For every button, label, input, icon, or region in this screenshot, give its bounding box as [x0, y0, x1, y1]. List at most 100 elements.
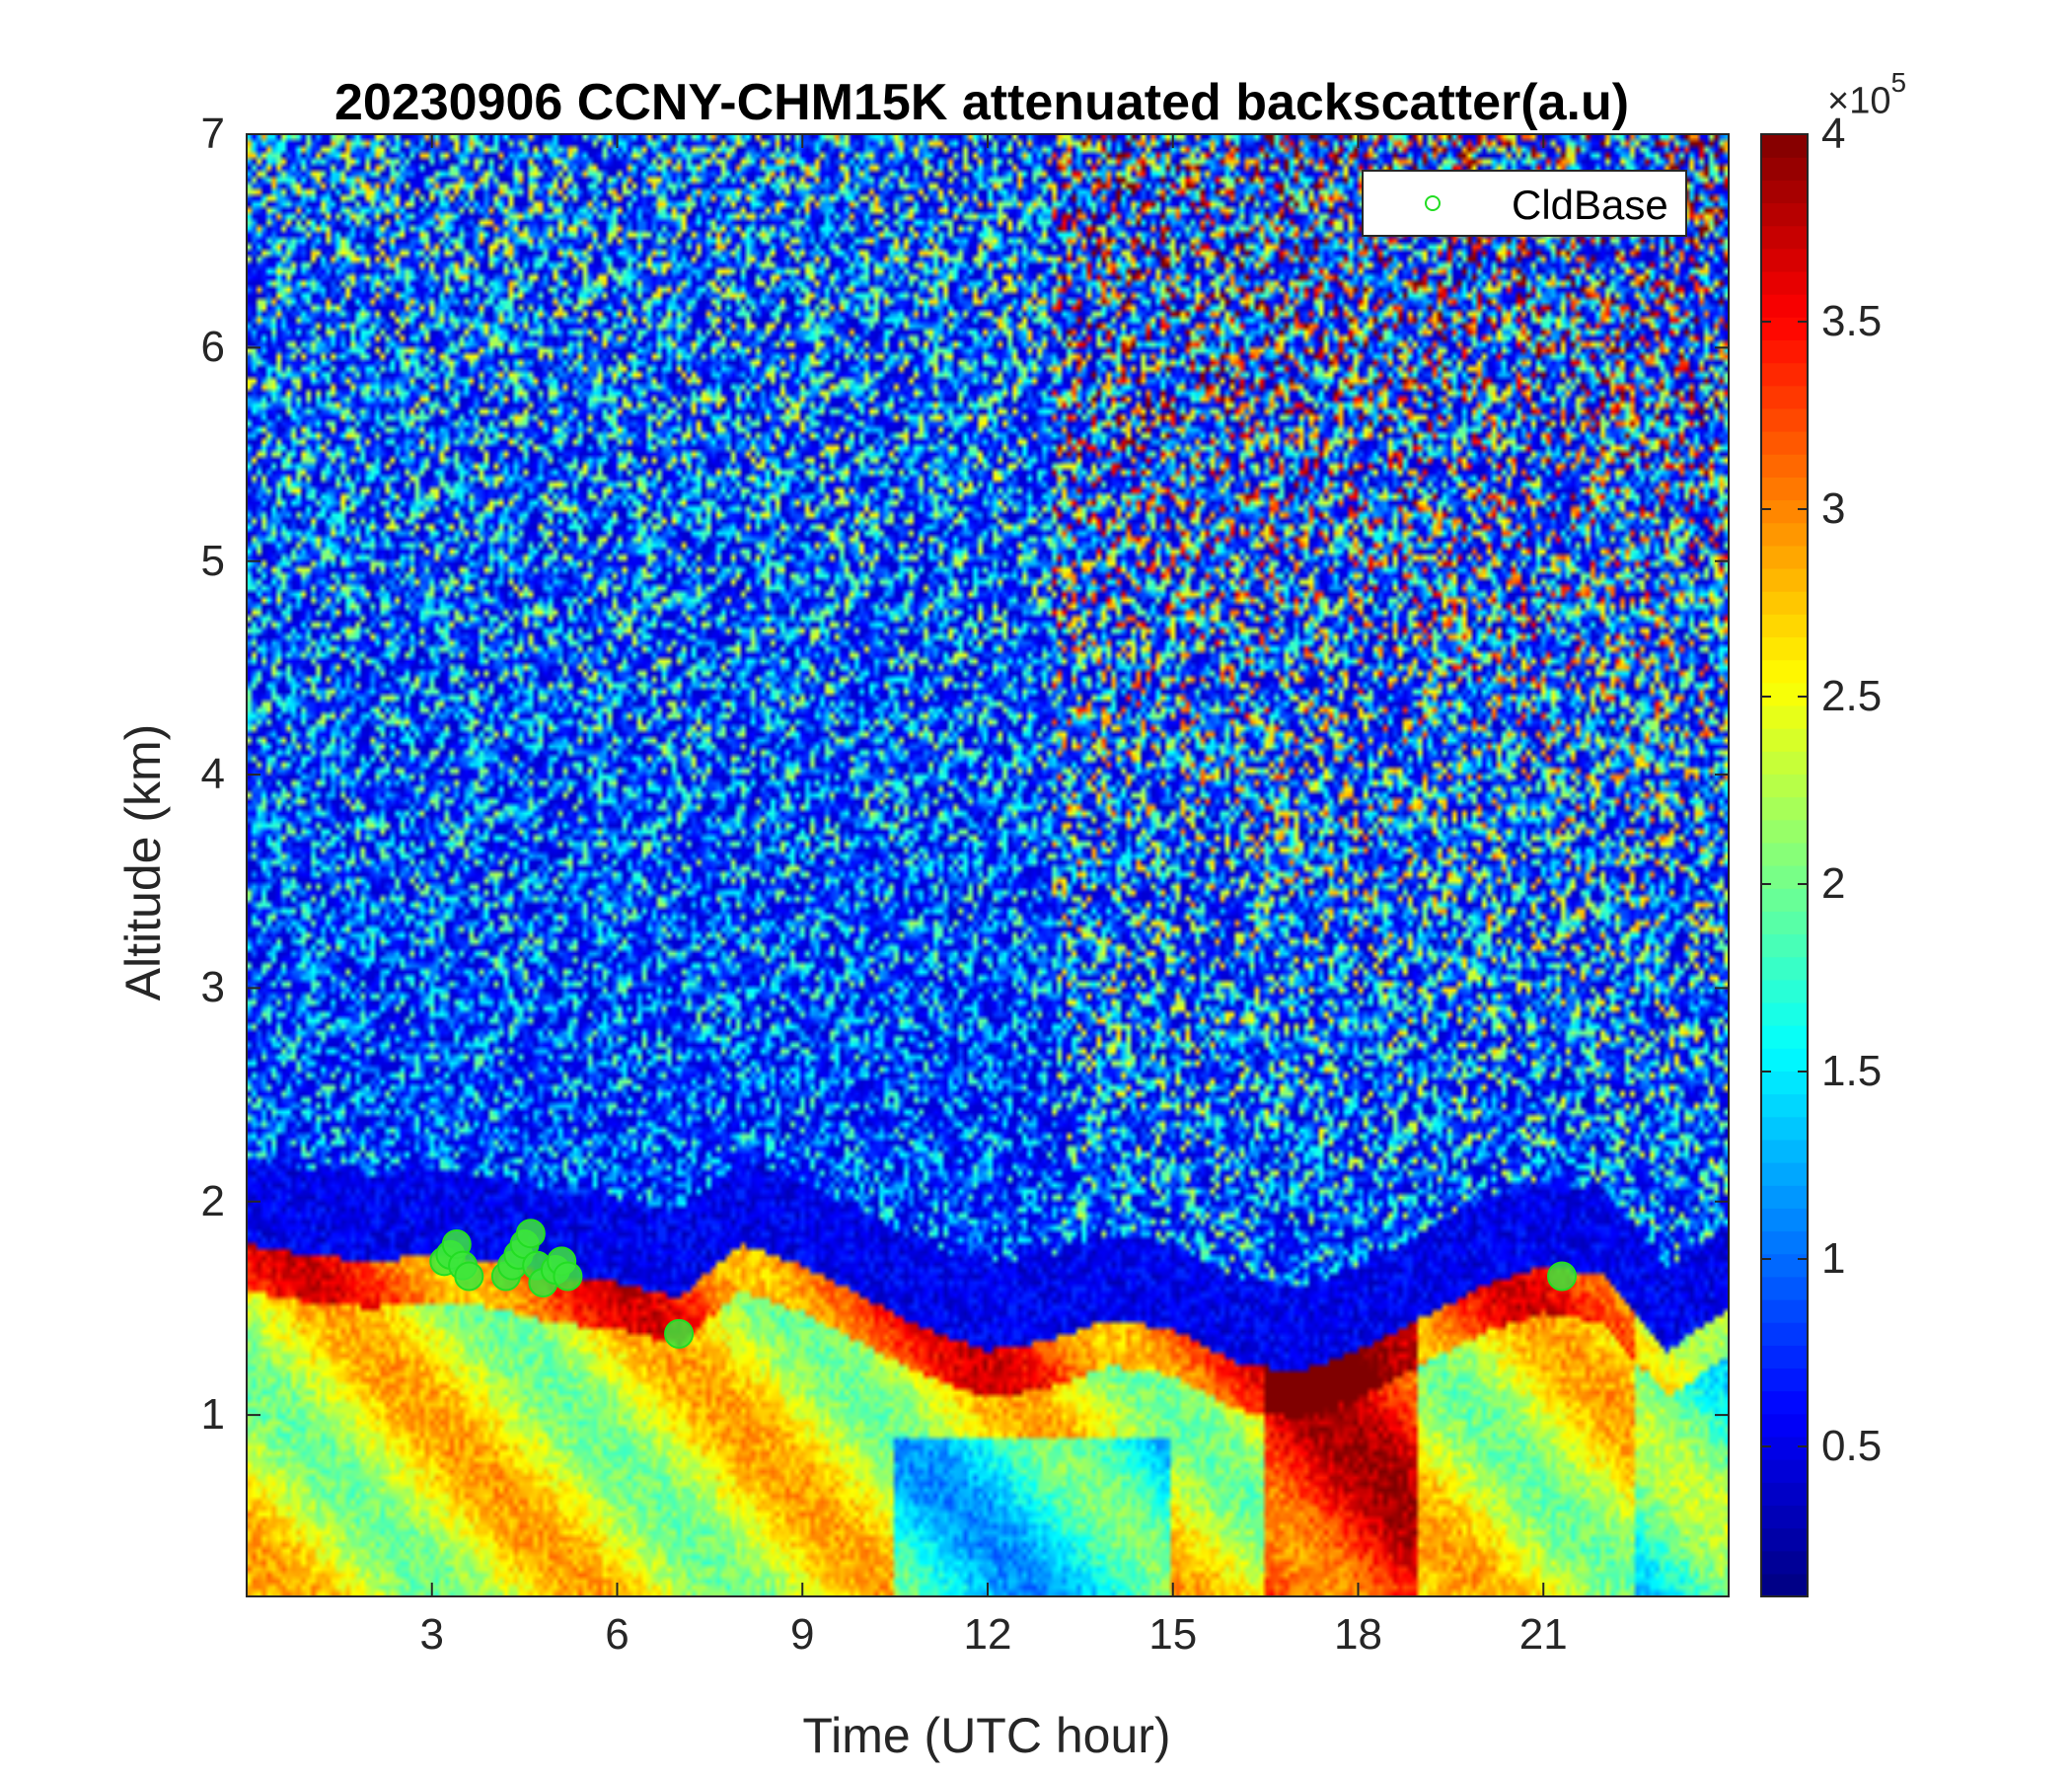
colorbar-segment — [1761, 180, 1808, 204]
colorbar-segment — [1761, 1550, 1808, 1575]
colorbar-segment — [1761, 1368, 1808, 1392]
colorbar-segment — [1761, 1436, 1808, 1460]
colorbar-segment — [1761, 499, 1808, 524]
colorbar-segment — [1761, 842, 1808, 866]
colorbar-ticks — [1761, 133, 1808, 1447]
y-axis-label: Altitude (km) — [115, 723, 171, 1001]
colorbar-segment — [1761, 1230, 1808, 1255]
colorbar-segment — [1761, 454, 1808, 478]
cldbase-marker — [515, 1219, 546, 1249]
colorbar-tick-label: 0.5 — [1821, 1422, 1883, 1470]
colorbar-segment — [1761, 1093, 1808, 1118]
colorbar-multiplier: ×105 — [1827, 67, 1906, 123]
colorbar-segment — [1761, 1573, 1808, 1597]
colorbar-segment — [1761, 545, 1808, 569]
colorbar-segment — [1761, 1322, 1808, 1346]
colorbar-segment — [1761, 1345, 1808, 1369]
y-tick-label: 1 — [200, 1390, 225, 1440]
x-tick-label: 21 — [1518, 1610, 1568, 1659]
colorbar-segment — [1761, 728, 1808, 752]
colorbar-segment — [1761, 911, 1808, 935]
x-tick-label: 9 — [790, 1610, 815, 1659]
legend-label-cldbase: CldBase — [1512, 182, 1668, 228]
colorbar-segment — [1761, 591, 1808, 615]
colorbar-segment — [1761, 774, 1808, 798]
colorbar-segment — [1761, 202, 1808, 227]
colorbar-segment — [1761, 317, 1808, 341]
x-axis-label: Time (UTC hour) — [802, 1708, 1171, 1763]
legend: CldBase — [1362, 170, 1687, 237]
colorbar-segment — [1761, 1139, 1808, 1163]
cldbase-marker — [553, 1261, 583, 1292]
x-tick-label: 12 — [963, 1610, 1012, 1659]
x-tick-label: 6 — [605, 1610, 629, 1659]
cldbase-marker — [664, 1318, 695, 1349]
colorbar-segment — [1761, 1276, 1808, 1300]
colorbar-segment — [1761, 933, 1808, 958]
colorbar-segment — [1761, 659, 1808, 684]
colorbar-segment — [1761, 1025, 1808, 1049]
colorbar-segment — [1761, 614, 1808, 638]
colorbar-segment — [1761, 819, 1808, 844]
colorbar-segment — [1761, 567, 1808, 592]
colorbar-segment — [1761, 1116, 1808, 1141]
colorbar-segment — [1761, 1208, 1808, 1232]
x-tick-label: 3 — [419, 1610, 444, 1659]
colorbar-segment — [1761, 1390, 1808, 1415]
colorbar-segment — [1761, 796, 1808, 821]
y-tick-label: 5 — [200, 536, 225, 585]
x-tick-label: 15 — [1148, 1610, 1198, 1659]
colorbar-segment — [1761, 1527, 1808, 1552]
y-tick-label: 6 — [200, 323, 225, 372]
colorbar-multiplier-exponent: 5 — [1890, 67, 1907, 98]
colorbar-tick-label: 2 — [1821, 859, 1846, 908]
colorbar-segment — [1761, 431, 1808, 455]
x-axis-ticks — [430, 134, 1545, 1596]
colorbar-segment — [1761, 636, 1808, 661]
colorbar-segment — [1761, 477, 1808, 501]
colorbar-segment — [1761, 751, 1808, 775]
colorbar-segment — [1761, 248, 1808, 272]
y-tick-label: 2 — [200, 1176, 225, 1225]
cldbase-marker — [454, 1261, 484, 1292]
colorbar-tick-label: 1.5 — [1821, 1047, 1883, 1095]
colorbar-segment — [1761, 1048, 1808, 1073]
legend-circle-marker-icon — [1425, 195, 1441, 211]
colorbar-segment — [1761, 270, 1808, 295]
colorbar-segment — [1761, 888, 1808, 912]
colorbar-segment — [1761, 979, 1808, 1003]
colorbar-segment — [1761, 1505, 1808, 1529]
colorbar-segment — [1761, 682, 1808, 706]
colorbar-segment — [1761, 134, 1808, 158]
backscatter-heatmap — [247, 134, 1729, 1596]
colorbar-tick-label: 3.5 — [1821, 297, 1883, 345]
colorbar-segment — [1761, 294, 1808, 318]
colorbar-segment — [1761, 1459, 1808, 1483]
colorbar-segment — [1761, 1185, 1808, 1209]
y-tick-label: 4 — [200, 750, 225, 799]
colorbar-multiplier-base: ×10 — [1827, 80, 1891, 122]
colorbar-tick-label: 3 — [1821, 484, 1846, 533]
chart-title: 20230906 CCNY-CHM15K attenuated backscat… — [333, 74, 1630, 131]
colorbar-frame — [1760, 133, 1809, 1597]
colorbar-segment — [1761, 704, 1808, 729]
colorbar-segment — [1761, 956, 1808, 981]
colorbar-segment — [1761, 1413, 1808, 1438]
colorbar-segment — [1761, 157, 1808, 181]
colorbar-segment — [1761, 1298, 1808, 1323]
colorbar-segment — [1761, 1482, 1808, 1506]
colorbar-segment — [1761, 339, 1808, 364]
colorbar-segment — [1761, 1001, 1808, 1026]
colorbar-segment — [1761, 407, 1808, 432]
colorbar-tick-label: 2.5 — [1821, 672, 1883, 720]
colorbar-segment — [1761, 1071, 1808, 1095]
heatmap-image — [247, 134, 1729, 1596]
y-tick-label: 3 — [200, 963, 225, 1012]
cldbase-marker — [1547, 1261, 1578, 1292]
colorbar-segment — [1761, 1162, 1808, 1186]
x-tick-label: 18 — [1334, 1610, 1382, 1659]
colorbar-segment — [1761, 385, 1808, 409]
y-axis-ticks — [247, 133, 1729, 1417]
colorbar-segment — [1761, 865, 1808, 889]
